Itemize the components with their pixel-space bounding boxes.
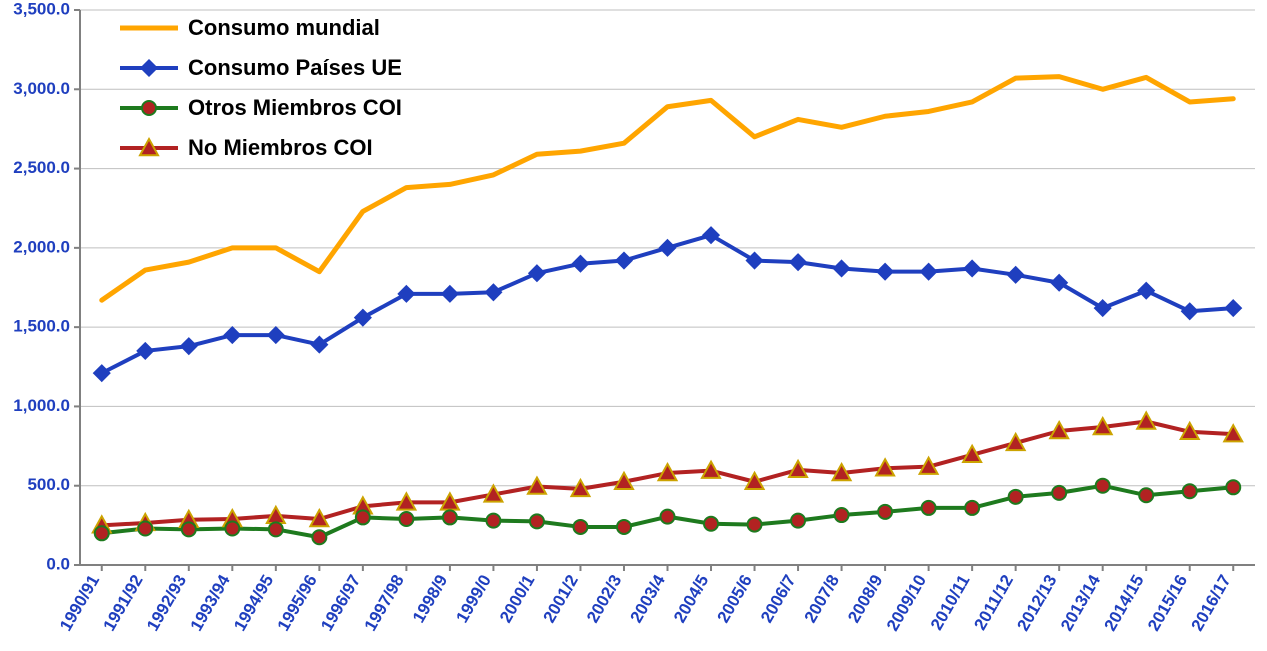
data-marker bbox=[616, 253, 632, 269]
ytick-label: 2,500.0 bbox=[13, 158, 70, 177]
xtick-label: 1993/94 bbox=[187, 571, 234, 634]
data-marker bbox=[1095, 300, 1111, 316]
data-marker bbox=[399, 512, 413, 526]
data-marker bbox=[878, 505, 892, 519]
xtick-label: 2003/4 bbox=[627, 571, 670, 626]
data-marker bbox=[141, 60, 157, 76]
data-marker bbox=[572, 256, 588, 272]
data-marker bbox=[1226, 480, 1240, 494]
data-marker bbox=[530, 514, 544, 528]
data-marker bbox=[269, 522, 283, 536]
ytick-label: 3,000.0 bbox=[13, 79, 70, 98]
data-marker bbox=[964, 260, 980, 276]
xtick-label: 2004/5 bbox=[670, 572, 712, 627]
ytick-label: 1,500.0 bbox=[13, 317, 70, 336]
data-marker bbox=[922, 501, 936, 515]
xtick-label: 1994/95 bbox=[230, 572, 277, 635]
data-marker bbox=[877, 264, 893, 280]
xtick-label: 1990/91 bbox=[56, 572, 103, 635]
data-marker bbox=[224, 327, 240, 343]
data-marker bbox=[573, 520, 587, 534]
data-marker bbox=[138, 522, 152, 536]
data-marker bbox=[1052, 486, 1066, 500]
data-marker bbox=[1225, 300, 1241, 316]
data-marker bbox=[1096, 479, 1110, 493]
data-marker bbox=[225, 522, 239, 536]
data-marker bbox=[790, 254, 806, 270]
data-marker bbox=[1008, 267, 1024, 283]
xtick-label: 2016/17 bbox=[1188, 572, 1235, 635]
xtick-label: 1996/97 bbox=[317, 572, 364, 635]
data-marker bbox=[965, 501, 979, 515]
data-marker bbox=[95, 526, 109, 540]
legend-label: Otros Miembros COI bbox=[188, 95, 402, 120]
xtick-label: 1991/92 bbox=[100, 572, 147, 635]
data-marker bbox=[142, 101, 156, 115]
xtick-label: 2006/7 bbox=[757, 572, 799, 627]
ytick-label: 0.0 bbox=[46, 554, 70, 573]
xtick-label: 2001/2 bbox=[539, 572, 581, 627]
ytick-label: 1,000.0 bbox=[13, 396, 70, 415]
data-marker bbox=[617, 520, 631, 534]
xtick-label: 2015/16 bbox=[1144, 572, 1191, 635]
legend-label: Consumo mundial bbox=[188, 15, 380, 40]
legend-label: No Miembros COI bbox=[188, 135, 373, 160]
data-marker bbox=[1183, 484, 1197, 498]
xtick-label: 1995/96 bbox=[274, 572, 321, 635]
data-marker bbox=[442, 286, 458, 302]
data-marker bbox=[660, 240, 676, 256]
data-marker bbox=[1051, 275, 1067, 291]
xtick-label: 1998/9 bbox=[409, 572, 451, 627]
data-marker bbox=[1182, 303, 1198, 319]
chart-svg: 0.0 500.0 1,000.0 1,500.0 2,000.0 2,500.0 3,00… bbox=[0, 0, 1267, 651]
xtick-label: 2012/13 bbox=[1013, 572, 1060, 635]
line-chart: 0.0 500.0 1,000.0 1,500.0 2,000.0 2,500.0 3,00… bbox=[0, 0, 1267, 651]
xtick-label: 2005/6 bbox=[714, 572, 756, 627]
data-marker bbox=[748, 518, 762, 532]
xtick-label: 1997/98 bbox=[361, 572, 408, 635]
data-marker bbox=[529, 265, 545, 281]
data-marker bbox=[704, 517, 718, 531]
data-marker bbox=[747, 253, 763, 269]
data-marker bbox=[398, 286, 414, 302]
data-marker bbox=[182, 522, 196, 536]
data-marker bbox=[443, 510, 457, 524]
xtick-label: 1992/93 bbox=[143, 572, 190, 635]
xtick-label: 2002/3 bbox=[583, 572, 625, 627]
xtick-label: 2009/10 bbox=[883, 572, 930, 635]
data-marker bbox=[921, 264, 937, 280]
data-marker bbox=[356, 510, 370, 524]
data-marker bbox=[661, 510, 675, 524]
xtick-label: 1999/0 bbox=[452, 572, 494, 627]
xtick-label: 2000/1 bbox=[496, 572, 538, 627]
legend-label: Consumo Países UE bbox=[188, 55, 402, 80]
data-marker bbox=[835, 508, 849, 522]
data-marker bbox=[312, 530, 326, 544]
data-marker bbox=[486, 514, 500, 528]
ytick-label: 3,500.0 bbox=[13, 0, 70, 18]
data-marker bbox=[834, 260, 850, 276]
xtick-label: 2007/8 bbox=[801, 572, 843, 627]
xtick-label: 2008/9 bbox=[844, 572, 886, 627]
ytick-label: 2,000.0 bbox=[13, 237, 70, 256]
data-marker bbox=[268, 327, 284, 343]
data-marker bbox=[485, 284, 501, 300]
ytick-label: 500.0 bbox=[27, 475, 70, 494]
data-marker bbox=[1139, 488, 1153, 502]
data-marker bbox=[137, 343, 153, 359]
data-marker bbox=[1009, 490, 1023, 504]
data-marker bbox=[791, 514, 805, 528]
data-marker bbox=[94, 365, 110, 381]
data-marker bbox=[1138, 283, 1154, 299]
xtick-label: 2011/12 bbox=[970, 572, 1017, 634]
xtick-label: 2014/15 bbox=[1100, 572, 1147, 635]
xtick-label: 2010/11 bbox=[927, 572, 974, 634]
data-marker bbox=[703, 227, 719, 243]
xtick-label: 2013/14 bbox=[1057, 571, 1104, 634]
data-marker bbox=[181, 338, 197, 354]
